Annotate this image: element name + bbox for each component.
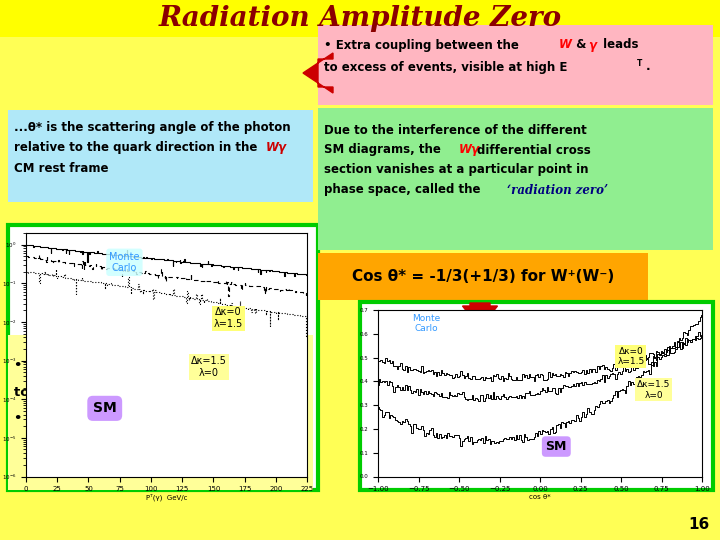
- X-axis label: Pᵀ(γ)  GeV/c: Pᵀ(γ) GeV/c: [146, 494, 187, 501]
- Text: T: T: [637, 58, 642, 68]
- Text: to excess of events, visible at high E: to excess of events, visible at high E: [324, 60, 567, 73]
- Text: Due to the interference of the different: Due to the interference of the different: [324, 124, 587, 137]
- Bar: [8, 110, 313, 202]
- Bar: [360, 302, 713, 490]
- Text: phase space, called the: phase space, called the: [324, 184, 485, 197]
- Text: SM: SM: [93, 401, 117, 415]
- Text: relative to the quark direction in the: relative to the quark direction in the: [14, 141, 261, 154]
- Text: .: .: [646, 60, 651, 73]
- Text: Δκ=0
λ=1.5: Δκ=0 λ=1.5: [214, 307, 243, 329]
- Bar: [8, 335, 313, 490]
- Bar: [318, 253, 648, 300]
- Bar: [0, 0, 720, 37]
- Text: γ: γ: [588, 38, 596, 51]
- Text: SM diagrams, the: SM diagrams, the: [324, 144, 445, 157]
- Text: • Extra coupling between the: • Extra coupling between the: [324, 38, 523, 51]
- Bar: [8, 225, 318, 490]
- Bar: [318, 108, 713, 250]
- Text: ‘radiation zero’: ‘radiation zero’: [507, 184, 608, 197]
- Text: Δκ=1.5
λ=0: Δκ=1.5 λ=0: [637, 380, 670, 400]
- Text: • Effect of the anomalous couplings is: • Effect of the anomalous couplings is: [14, 359, 300, 372]
- Text: &: &: [572, 38, 590, 51]
- Text: CM rest frame: CM rest frame: [14, 161, 109, 174]
- Text: Δκ=0
λ=1.5: Δκ=0 λ=1.5: [617, 347, 644, 367]
- Text: differential cross: differential cross: [477, 144, 590, 157]
- Text: leads: leads: [599, 38, 639, 51]
- Text: Monte
Carlo: Monte Carlo: [413, 314, 441, 333]
- Text: section vanishes at a particular point in: section vanishes at a particular point i…: [324, 164, 588, 177]
- X-axis label: cos θ*: cos θ*: [529, 494, 551, 500]
- Text: 16: 16: [689, 517, 710, 532]
- Text: Wγ: Wγ: [266, 141, 287, 154]
- FancyArrow shape: [462, 303, 498, 328]
- Text: Radiation Amplitude Zero: Radiation Amplitude Zero: [158, 5, 562, 32]
- FancyArrow shape: [303, 53, 333, 93]
- Text: • Never before observed.: • Never before observed.: [14, 413, 204, 426]
- Text: Wγ: Wγ: [459, 144, 480, 157]
- Text: to fill in the zero.: to fill in the zero.: [14, 387, 144, 400]
- Bar: [318, 25, 713, 105]
- Text: SM: SM: [546, 440, 567, 453]
- Text: Monte
Carlo: Monte Carlo: [109, 252, 140, 273]
- Text: ...θ* is the scattering angle of the photon: ...θ* is the scattering angle of the pho…: [14, 122, 291, 134]
- Text: Cos θ* = -1/3(+1/3) for W⁺(W⁻): Cos θ* = -1/3(+1/3) for W⁺(W⁻): [352, 269, 614, 284]
- Text: W: W: [559, 38, 572, 51]
- Text: Δκ=1.5
λ=0: Δκ=1.5 λ=0: [191, 356, 227, 378]
